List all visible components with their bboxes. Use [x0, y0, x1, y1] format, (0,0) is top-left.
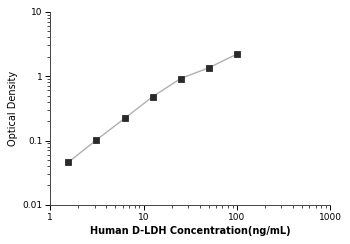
Y-axis label: Optical Density: Optical Density — [8, 71, 18, 146]
X-axis label: Human D-LDH Concentration(ng/mL): Human D-LDH Concentration(ng/mL) — [90, 226, 290, 236]
